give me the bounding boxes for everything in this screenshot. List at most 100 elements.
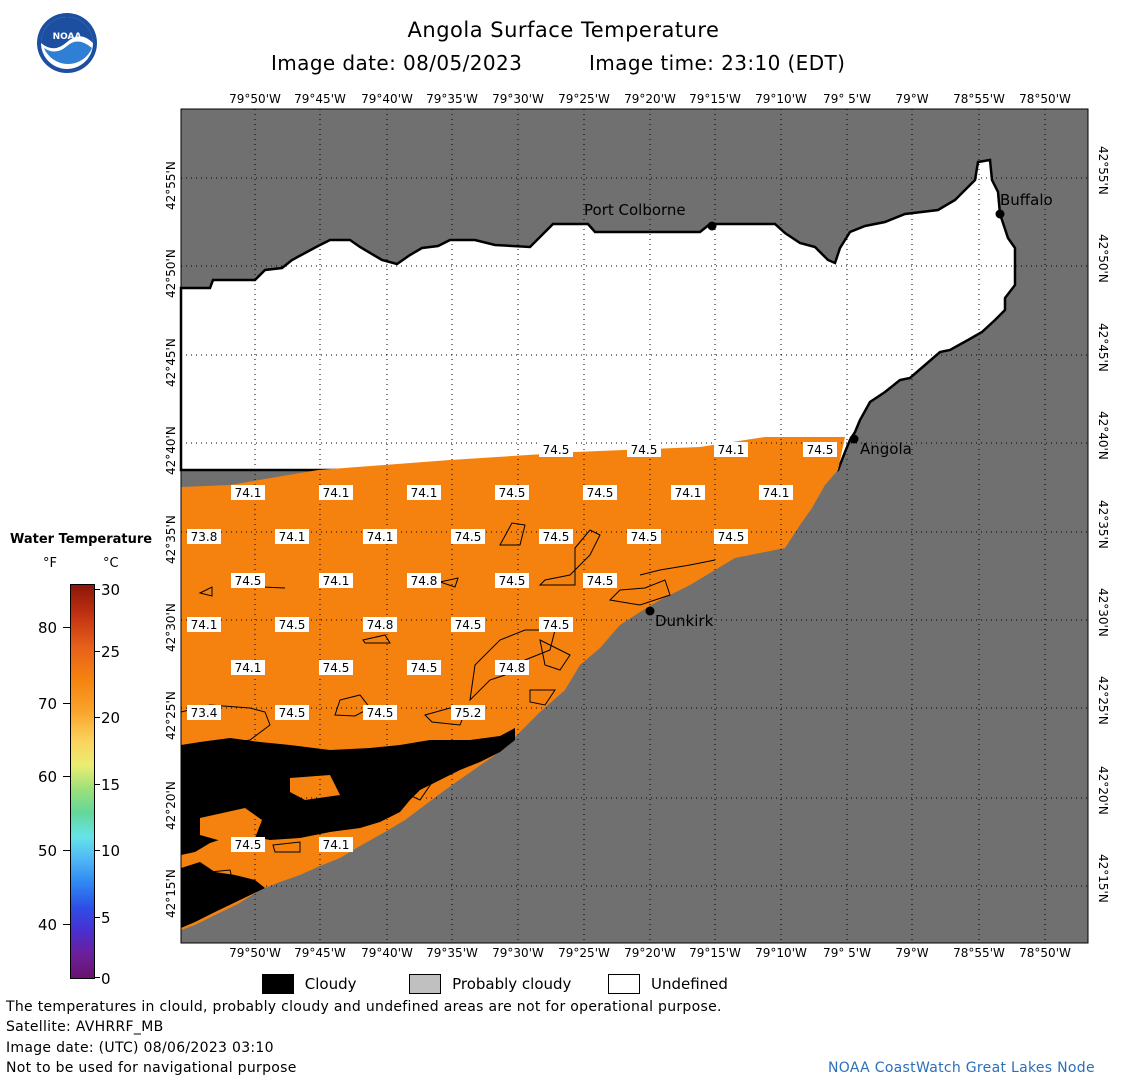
temperature-value: 75.2 (455, 706, 482, 720)
lat-left-tick-label: 42°40'N (164, 426, 178, 475)
lon-top-tick-label: 79°35'W (426, 92, 478, 106)
lon-top-tick-label: 78°50'W (1019, 92, 1071, 106)
lat-left-tick-label: 42°35'N (164, 515, 178, 564)
lon-bottom-tick-label: 79°40'W (361, 946, 413, 960)
temperature-label: 74.5 (539, 617, 573, 632)
colorbar-c-tick: 15 (101, 776, 121, 794)
temperature-value: 74.5 (279, 618, 306, 632)
lon-bottom-tick-label: 79°30'W (492, 946, 544, 960)
temperature-value: 74.5 (718, 530, 745, 544)
temperature-label: 74.1 (714, 442, 748, 457)
lat-left-tick-label: 42°45'N (164, 338, 178, 387)
lat-left-tick-label: 42°55'N (164, 161, 178, 210)
colorbar-c-tick-mark (94, 977, 100, 978)
lon-top-tick-label: 79°15'W (689, 92, 741, 106)
temperature-label: 74.1 (363, 529, 397, 544)
temperature-value: 74.1 (235, 661, 262, 675)
lon-top-tick-label: 79°20'W (624, 92, 676, 106)
colorbar-c-tick-mark (94, 589, 100, 590)
lon-top-tick-label: 79°45'W (294, 92, 346, 106)
lon-bottom-tick-label: 79°20'W (624, 946, 676, 960)
city-label: Buffalo (1000, 191, 1053, 209)
colorbar-c-tick-mark (94, 784, 100, 785)
lat-right-tick-label: 42°15'N (1096, 854, 1110, 903)
lat-left-tick-label: 42°50'N (164, 249, 178, 298)
temperature-value: 74.5 (587, 486, 614, 500)
lat-left-tick-label: 42°30'N (164, 603, 178, 652)
temperature-label: 74.5 (627, 529, 661, 544)
colorbar-c-tick: 30 (101, 581, 121, 599)
lon-bottom-tick-label: 79°35'W (426, 946, 478, 960)
temperature-label: 74.5 (231, 573, 265, 588)
city-marker-dunkirk (645, 606, 655, 616)
lake-undefined-area (179, 158, 1017, 472)
map-frame (180, 108, 1089, 944)
lon-top-tick-label: 79°30'W (492, 92, 544, 106)
temperature-value: 74.5 (235, 838, 262, 852)
lon-top-tick-label: 79°40'W (361, 92, 413, 106)
colorbar-c-tick: 0 (101, 970, 111, 988)
temperature-value: 74.5 (323, 661, 350, 675)
city-markers (645, 209, 1005, 616)
temperature-value: 74.5 (367, 706, 394, 720)
temperature-value: 74.1 (323, 838, 350, 852)
logo-text: NOAA (53, 32, 82, 42)
disclaimer-text: The temperatures in clould, probably clo… (6, 999, 722, 1015)
temperature-label: 74.1 (319, 573, 353, 588)
temperature-value: 74.5 (631, 530, 658, 544)
temperature-label: 74.5 (714, 529, 748, 544)
temperature-label: 74.1 (231, 660, 265, 675)
image-time: Image time: 23:10 (EDT) (589, 51, 846, 75)
lon-bottom-tick-label: 79°15'W (689, 946, 741, 960)
temperature-label: 74.8 (495, 660, 529, 675)
temperature-label: 74.5 (495, 573, 529, 588)
temperature-value: 74.5 (631, 443, 658, 457)
temperature-label: 74.5 (275, 705, 309, 720)
temperature-value: 74.1 (763, 486, 790, 500)
city-label: Dunkirk (655, 612, 714, 630)
lon-bottom-tick-label: 79°45'W (294, 946, 346, 960)
water-patch-1 (290, 775, 340, 800)
temperature-value: 74.1 (675, 486, 702, 500)
lon-bottom-tick-label: 79° 5'W (823, 946, 871, 960)
lon-bottom-tick-label: 78°50'W (1019, 946, 1071, 960)
temperature-value: 74.1 (279, 530, 306, 544)
temperature-value: 74.5 (807, 443, 834, 457)
temperature-value: 74.5 (499, 486, 526, 500)
temperature-value: 74.5 (543, 530, 570, 544)
temperature-label: 74.1 (275, 529, 309, 544)
lon-bottom-tick-label: 79°10'W (755, 946, 807, 960)
temperature-value: 74.1 (411, 486, 438, 500)
colorbar-f-tick-mark (63, 850, 70, 851)
temperature-value: 74.1 (323, 574, 350, 588)
temperature-label: 74.1 (231, 485, 265, 500)
temperature-label: 74.5 (363, 705, 397, 720)
city-label: Angola (860, 440, 912, 458)
legend-label-cloudy: Cloudy (304, 974, 357, 993)
temperature-value: 74.8 (499, 661, 526, 675)
city-labels: Port Colborne Buffalo Angola Dunkirk (584, 191, 1053, 630)
utc-date-text: Image date: (UTC) 08/06/2023 03:10 (6, 1040, 274, 1056)
temperature-label: 73.8 (187, 529, 221, 544)
lon-top-tick-label: 79° 5'W (823, 92, 871, 106)
temperature-label: 74.1 (187, 617, 221, 632)
lat-right-tick-label: 42°35'N (1096, 500, 1110, 549)
temperature-label: 74.5 (231, 837, 265, 852)
colorbar (70, 584, 95, 979)
temperature-value: 74.5 (543, 443, 570, 457)
lon-top-tick-label: 78°55'W (953, 92, 1005, 106)
temperature-label: 74.5 (275, 617, 309, 632)
temperature-value: 74.1 (718, 443, 745, 457)
cloud-area-south (181, 862, 265, 928)
colorbar-c-tick: 25 (101, 643, 121, 661)
legend-label-probably-cloudy: Probably cloudy (452, 974, 572, 993)
temperature-value: 74.5 (411, 661, 438, 675)
temperature-value: 74.5 (499, 574, 526, 588)
temperature-value: 74.1 (323, 486, 350, 500)
temperature-value: 74.5 (235, 574, 262, 588)
temperature-label: 74.1 (759, 485, 793, 500)
colorbar-unit-f: °F (43, 556, 57, 571)
colorbar-f-tick-mark (63, 776, 70, 777)
lat-right-tick-label: 42°40'N (1096, 411, 1110, 460)
